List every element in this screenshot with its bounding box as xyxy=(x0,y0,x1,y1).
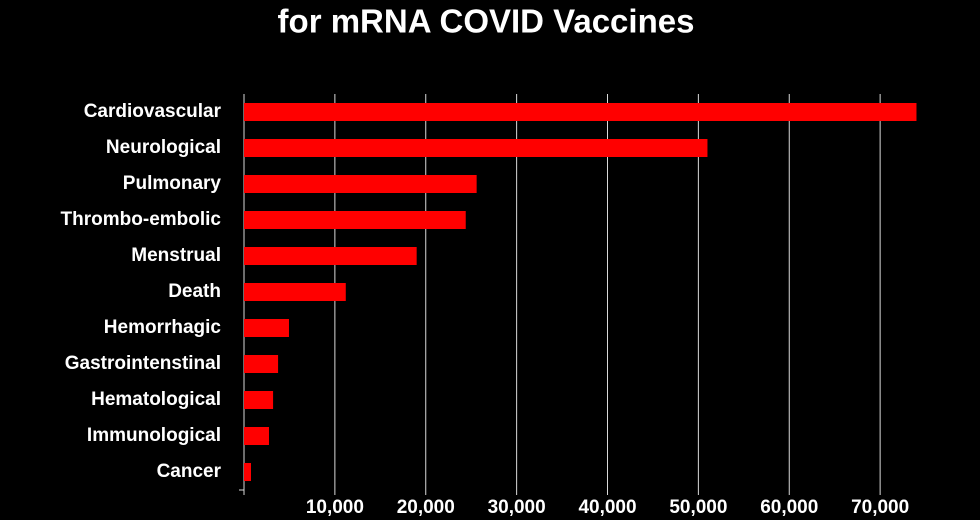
x-tick-label: 70,000 xyxy=(851,497,909,518)
x-tick-label: 40,000 xyxy=(578,497,636,518)
y-tick-label: Death xyxy=(168,281,221,302)
y-tick-label: Hematological xyxy=(91,389,221,410)
y-tick-label: Cancer xyxy=(157,461,222,482)
y-tick-label: Immunological xyxy=(87,425,221,446)
x-tick-label: 10,000 xyxy=(306,497,364,518)
bar xyxy=(244,391,274,409)
bar xyxy=(244,103,917,121)
x-tick-label: 50,000 xyxy=(669,497,727,518)
y-tick-label: Neurological xyxy=(106,137,221,158)
x-tick-label: 30,000 xyxy=(488,497,546,518)
x-tick-label: 60,000 xyxy=(760,497,818,518)
bar xyxy=(244,427,269,445)
y-tick-label: Hemorrhagic xyxy=(104,317,222,338)
y-tick-label: Gastrointenstinal xyxy=(65,353,221,374)
chart-title: for mRNA COVID Vaccines xyxy=(278,3,695,40)
bar xyxy=(244,139,708,157)
y-tick-label: Menstrual xyxy=(131,245,221,266)
x-tick-label: 20,000 xyxy=(397,497,455,518)
bar xyxy=(244,175,477,193)
y-tick-label: Pulmonary xyxy=(123,173,222,194)
bar xyxy=(244,463,251,481)
bar xyxy=(244,247,417,265)
bar xyxy=(244,283,346,301)
y-tick-label: Thrombo-embolic xyxy=(61,209,222,230)
bar xyxy=(244,319,289,337)
bar xyxy=(244,355,279,373)
bar xyxy=(244,211,466,229)
y-tick-label: Cardiovascular xyxy=(84,101,222,122)
